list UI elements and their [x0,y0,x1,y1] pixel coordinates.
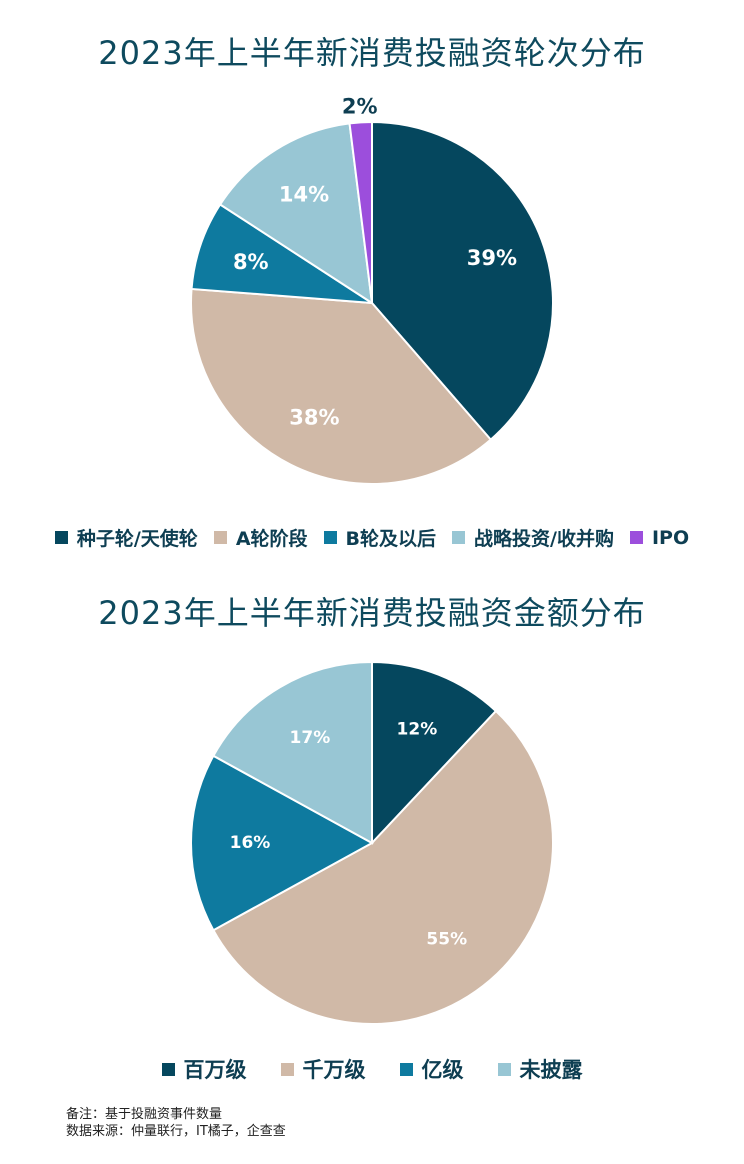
legend-label: 千万级 [302,1058,366,1082]
pie-slice [218,122,374,306]
legend-item: 未披露 [497,1054,583,1084]
footnote: 备注：基于投融资事件数量 [66,1107,223,1122]
slice-value-label: 14% [279,183,329,207]
legend-label: 百万级 [183,1058,247,1082]
legend-swatch [399,1062,413,1076]
pie-slice [371,660,498,846]
pie-slice [371,120,554,442]
legend-item: A轮阶段 [213,524,308,551]
pie-slice [190,203,373,304]
legend-swatch [497,1062,511,1076]
legend-label: 亿级 [421,1058,464,1082]
legend-item: IPO [629,526,690,549]
data-source: 数据来源：仲量联行，IT橘子，企查查 [66,1124,286,1139]
slice-value-label: 55% [426,929,467,949]
pie-chart-amounts: 12% 55% 16% 17% [190,660,554,1025]
legend-item: 百万级 [161,1054,247,1084]
legend-item: 千万级 [280,1054,366,1084]
slice-value-label: 8% [233,250,269,274]
pie-slice [190,287,493,485]
legend-label: IPO [651,526,690,549]
pie-slice [348,120,373,304]
legend-item: B轮及以后 [323,524,437,551]
chart-title-amounts: 2023年上半年新消费投融资金额分布 [98,594,646,632]
legend-swatch [323,531,337,544]
legend-label: 未披露 [519,1058,583,1082]
legend-rounds: 种子轮/天使轮 A轮阶段 B轮及以后 战略投资/收并购 IPO [0,524,744,551]
slice-value-label: 17% [290,728,331,748]
legend-swatch [54,531,68,544]
legend-item: 亿级 [399,1054,464,1084]
slice-value-label: 12% [397,720,438,740]
pie-chart-rounds: 39% 38% 8% 14% 2% [190,94,554,485]
slice-value-label: 39% [467,246,517,270]
pie-slice [190,754,375,932]
legend-amounts: 百万级 千万级 亿级 未披露 [0,1054,744,1084]
legend-swatch [452,531,466,544]
legend-item: 种子轮/天使轮 [54,524,198,551]
pie-slice [212,660,373,845]
legend-item: 战略投资/收并购 [452,524,614,551]
legend-swatch [161,1062,175,1076]
legend-swatch [629,531,643,544]
legend-label: 战略投资/收并购 [474,528,614,550]
slice-value-label: 16% [230,833,271,853]
slice-value-label: 2% [342,94,378,118]
slice-value-label: 38% [289,405,339,429]
legend-swatch [213,531,227,544]
pie-slice [212,709,554,1025]
legend-swatch [280,1062,294,1076]
legend-label: A轮阶段 [235,528,308,550]
chart-title-rounds: 2023年上半年新消费投融资轮次分布 [98,34,646,72]
legend-label: 种子轮/天使轮 [76,528,198,550]
legend-label: B轮及以后 [345,528,437,550]
